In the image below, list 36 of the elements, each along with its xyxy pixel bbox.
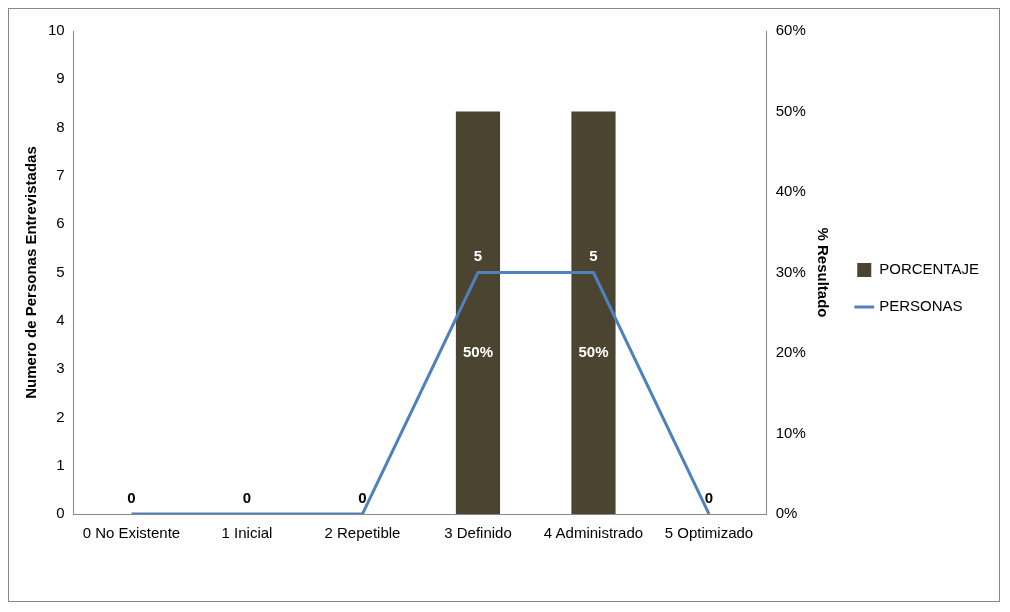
y-tick-label: 0 [56, 504, 65, 522]
y-tick-label: 5 [56, 262, 65, 280]
y-tick-label: 3 [56, 359, 65, 377]
x-tick-label: 1 Inicial [221, 524, 273, 542]
data-label: 0 [358, 488, 367, 506]
y-tick-label: 10 [48, 21, 65, 39]
data-label: 5 [473, 247, 483, 265]
y-tick-label: 4 [56, 310, 65, 328]
legend-label: PORCENTAJE [879, 260, 979, 278]
data-label: 0 [242, 488, 252, 506]
y-tick-label: 2 [56, 407, 65, 425]
y-tick-label: 1 [56, 455, 65, 473]
y2-tick-label: 20% [775, 343, 806, 361]
y-tick-label: 8 [56, 117, 65, 135]
x-tick-label: 3 Definido [444, 524, 512, 542]
data-label: 5 [589, 247, 598, 265]
x-tick-label: 5 Optimizado [664, 524, 754, 542]
y2-tick-label: 60% [775, 21, 806, 39]
y-axis-title: Numero de Personas Entrevistadas [22, 146, 40, 399]
y-tick-label: 9 [56, 69, 65, 87]
data-label: 0 [127, 488, 136, 506]
y2-tick-label: 30% [775, 262, 806, 280]
y2-tick-label: 50% [775, 101, 806, 119]
y2-axis-title: % Resultado [814, 227, 832, 318]
y2-tick-label: 10% [775, 423, 806, 441]
y2-tick-label: 0% [775, 504, 798, 522]
data-label: 50% [578, 342, 609, 360]
data-label: 0 [704, 488, 714, 506]
x-tick-label: 2 Repetible [324, 524, 401, 542]
y-tick-label: 6 [56, 214, 65, 232]
legend-label: PERSONAS [879, 297, 963, 315]
x-tick-label: 0 No Existente [82, 524, 181, 542]
y2-tick-label: 40% [775, 182, 806, 200]
x-tick-label: 4 Administrado [543, 524, 644, 542]
data-label: 50% [462, 342, 493, 360]
y-tick-label: 7 [56, 166, 65, 184]
